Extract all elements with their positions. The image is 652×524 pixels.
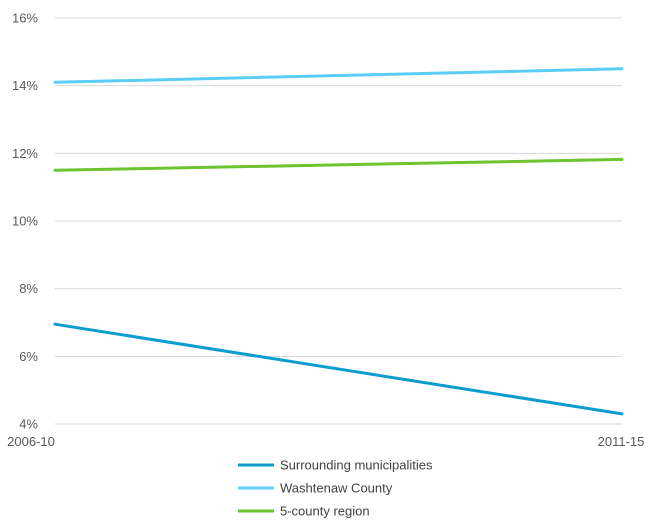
y-tick-label: 12% xyxy=(12,146,38,161)
y-tick-label: 16% xyxy=(12,11,38,26)
series-line-3 xyxy=(53,157,624,172)
y-tick-label: 8% xyxy=(19,281,38,296)
y-tick-label: 4% xyxy=(19,417,38,432)
y-tick-label: 6% xyxy=(19,349,38,364)
y-axis-ticks: 4% 6% 8% 10% 12% 14% 16% xyxy=(12,11,38,432)
series-line-1 xyxy=(53,322,624,416)
series-lines xyxy=(53,67,624,416)
legend-label: Surrounding municipalities xyxy=(280,458,433,473)
x-tick-label: 2006-10 xyxy=(7,434,55,449)
x-axis-ticks: 2006-10 2011-15 xyxy=(7,434,644,449)
legend-label: 5-county region xyxy=(280,504,370,519)
x-tick-label: 2011-15 xyxy=(598,434,645,449)
gridlines xyxy=(55,17,622,425)
y-tick-label: 14% xyxy=(12,78,38,93)
series-line-2 xyxy=(53,67,624,84)
y-tick-label: 10% xyxy=(12,214,38,229)
legend-label: Washtenaw County xyxy=(280,481,393,496)
legend: Surrounding municipalities Washtenaw Coun… xyxy=(238,458,433,519)
